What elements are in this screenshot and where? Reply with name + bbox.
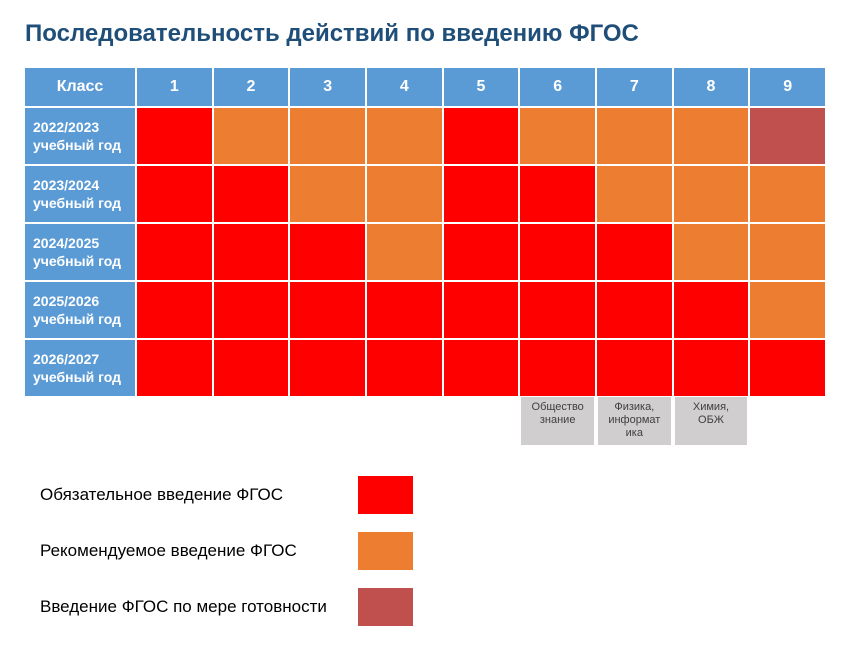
cell-r4-c8: [750, 340, 825, 396]
cell-r2-c2: [290, 224, 365, 280]
cell-r4-c3: [367, 340, 442, 396]
cell-r0-c4: [444, 108, 519, 164]
row-label-3: 2025/2026учебный год: [25, 282, 135, 338]
cell-r1-c2: [290, 166, 365, 222]
cell-r3-c4: [444, 282, 519, 338]
legend-label-2: Введение ФГОС по мере готовности: [40, 597, 350, 617]
cell-r3-c6: [597, 282, 672, 338]
cell-r0-c2: [290, 108, 365, 164]
cell-r4-c4: [444, 340, 519, 396]
cell-r4-c2: [290, 340, 365, 396]
column-header-class: Класс: [25, 68, 135, 106]
page-title: Последовательность действий по введению …: [25, 20, 825, 48]
cell-r3-c0: [137, 282, 212, 338]
subject-label-col6: Общество знание: [520, 396, 595, 446]
cell-r3-c1: [214, 282, 289, 338]
cell-r0-c5: [520, 108, 595, 164]
cell-r1-c3: [367, 166, 442, 222]
legend-swatch-1: [358, 532, 413, 570]
cell-r3-c3: [367, 282, 442, 338]
cell-r0-c7: [674, 108, 749, 164]
cell-r0-c8: [750, 108, 825, 164]
cell-r2-c1: [214, 224, 289, 280]
cell-r3-c2: [290, 282, 365, 338]
cell-r2-c0: [137, 224, 212, 280]
column-header-6: 6: [520, 68, 595, 106]
cell-r4-c7: [674, 340, 749, 396]
cell-r1-c4: [444, 166, 519, 222]
cell-r1-c7: [674, 166, 749, 222]
column-header-1: 1: [137, 68, 212, 106]
legend-label-0: Обязательное введение ФГОС: [40, 485, 350, 505]
column-header-8: 8: [674, 68, 749, 106]
cell-r2-c4: [444, 224, 519, 280]
cell-r2-c8: [750, 224, 825, 280]
legend-item-1: Рекомендуемое введение ФГОС: [40, 532, 825, 570]
cell-r1-c1: [214, 166, 289, 222]
row-label-1: 2023/2024учебный год: [25, 166, 135, 222]
cell-r0-c0: [137, 108, 212, 164]
cell-r4-c0: [137, 340, 212, 396]
row-label-2: 2024/2025учебный год: [25, 224, 135, 280]
cell-r1-c0: [137, 166, 212, 222]
legend-label-1: Рекомендуемое введение ФГОС: [40, 541, 350, 561]
cell-r3-c5: [520, 282, 595, 338]
legend-swatch-2: [358, 588, 413, 626]
cell-r1-c6: [597, 166, 672, 222]
cell-r3-c7: [674, 282, 749, 338]
cell-r2-c5: [520, 224, 595, 280]
cell-r3-c8: [750, 282, 825, 338]
cell-r4-c5: [520, 340, 595, 396]
cell-r0-c1: [214, 108, 289, 164]
legend: Обязательное введение ФГОС Рекомендуемое …: [25, 476, 825, 626]
legend-item-2: Введение ФГОС по мере готовности: [40, 588, 825, 626]
cell-r1-c5: [520, 166, 595, 222]
column-header-5: 5: [444, 68, 519, 106]
cell-r0-c3: [367, 108, 442, 164]
legend-swatch-0: [358, 476, 413, 514]
cell-r4-c6: [597, 340, 672, 396]
legend-item-0: Обязательное введение ФГОС: [40, 476, 825, 514]
cell-r0-c6: [597, 108, 672, 164]
cell-r1-c8: [750, 166, 825, 222]
column-header-3: 3: [290, 68, 365, 106]
column-header-4: 4: [367, 68, 442, 106]
cell-r2-c6: [597, 224, 672, 280]
row-label-4: 2026/2027учебный год: [25, 340, 135, 396]
fgos-timeline-table: Класс123456789 2022/2023учебный год2023/2…: [25, 68, 825, 446]
column-header-9: 9: [750, 68, 825, 106]
cell-r2-c7: [674, 224, 749, 280]
row-label-0: 2022/2023учебный год: [25, 108, 135, 164]
cell-r2-c3: [367, 224, 442, 280]
subject-label-col7: Физика, информат ика: [597, 396, 672, 446]
column-header-7: 7: [597, 68, 672, 106]
column-header-2: 2: [214, 68, 289, 106]
cell-r4-c1: [214, 340, 289, 396]
subject-label-col8: Химия, ОБЖ: [674, 396, 749, 446]
